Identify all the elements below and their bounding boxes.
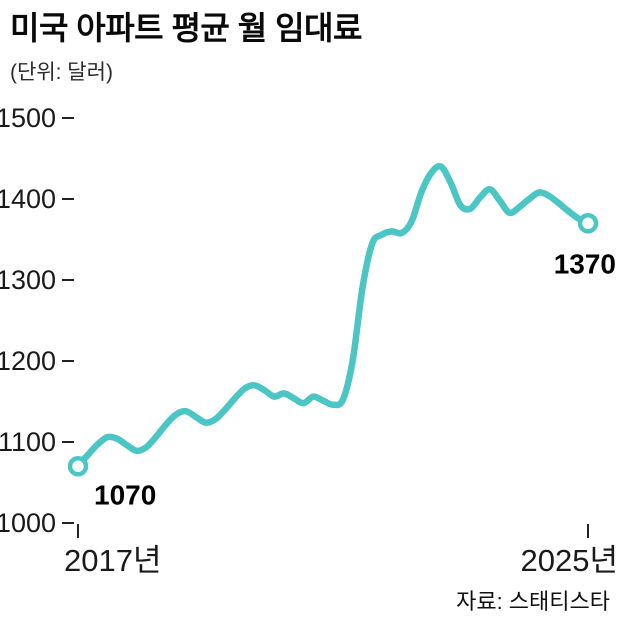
start-marker (67, 455, 89, 477)
y-axis-label: 1300 (0, 265, 56, 295)
y-axis-label: 1000 (0, 508, 56, 538)
y-axis-label: 1100 (0, 427, 56, 457)
start-value-label: 1070 (94, 479, 156, 510)
x-axis-label-end: 2025년 (521, 543, 618, 578)
y-axis-label: 1400 (0, 184, 56, 214)
source-label: 자료: 스태티스타 (456, 588, 610, 614)
rent-line-chart: 1000 1100 1200 1300 1400 1500 2017년 2025년 1070 13… (0, 103, 618, 578)
y-axis-label: 1200 (0, 346, 56, 376)
end-value-label: 1370 (554, 248, 616, 279)
chart-area: 1000 1100 1200 1300 1400 1500 2017년 2025년 1070 13… (0, 88, 620, 588)
unit-label: (단위: 달러) (10, 60, 113, 84)
y-axis-label: 1500 (0, 103, 56, 133)
rent-line (74, 162, 592, 470)
end-marker (577, 212, 599, 234)
x-axis-label-start: 2017년 (64, 543, 161, 578)
chart-title: 미국 아파트 평균 월 임대료 (10, 10, 362, 46)
